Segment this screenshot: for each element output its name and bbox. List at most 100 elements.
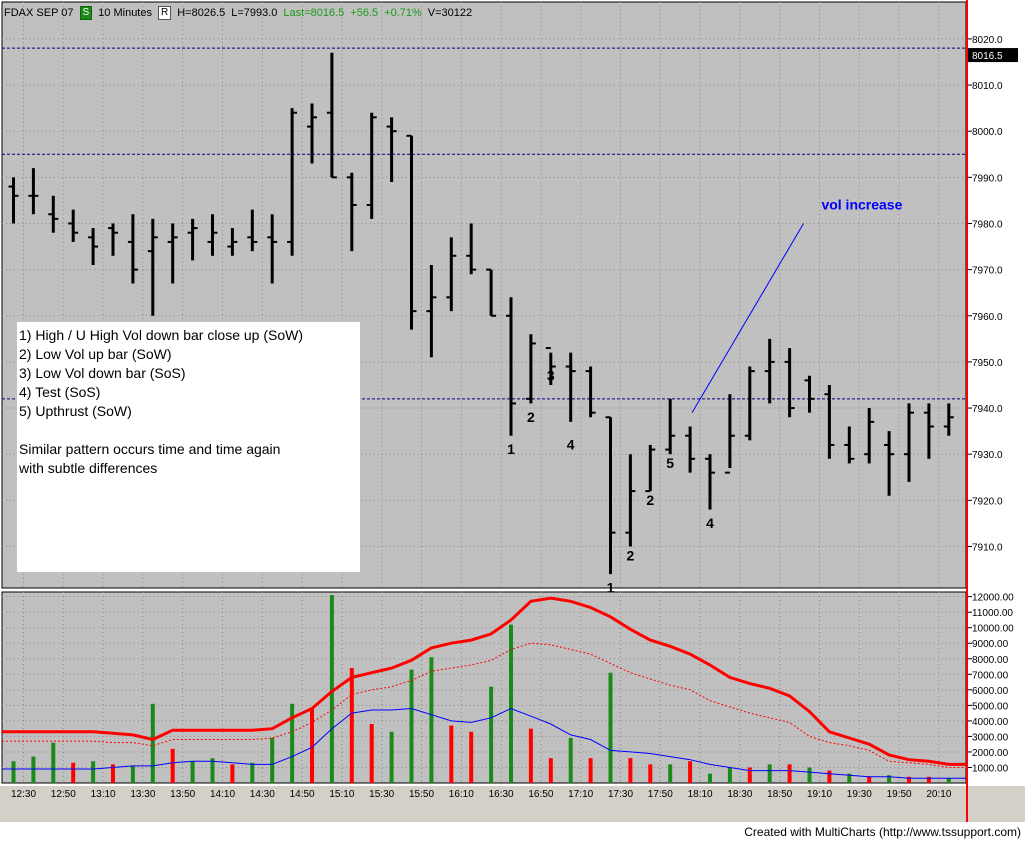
note-line: 3) Low Vol down bar (SoS) (19, 365, 186, 381)
note-line: 1) High / U High Vol down bar close up (… (19, 327, 304, 343)
volume-bar (329, 595, 334, 783)
time-tick-label: 20:10 (926, 789, 951, 800)
time-tick-label: 14:50 (290, 789, 315, 800)
volume-tick-label: 6000.00 (972, 686, 1009, 697)
price-tick-label: 8020.0 (972, 35, 1003, 46)
series-s-button[interactable]: S (79, 6, 93, 20)
volume-bar (847, 773, 852, 783)
pattern-label: 3 (547, 367, 555, 383)
time-tick-label: 18:50 (767, 789, 792, 800)
time-tick-label: 17:10 (568, 789, 593, 800)
volume-bar (708, 773, 712, 783)
volume-bar (648, 764, 653, 783)
volume-bar (449, 725, 454, 783)
volume-bar (349, 668, 354, 783)
volume-bar (747, 767, 752, 783)
volume-bar (807, 767, 812, 783)
volume-bar (727, 767, 732, 783)
volume-tick-label: 2000.00 (972, 748, 1009, 759)
volume-bar (528, 728, 533, 783)
volume-bar (668, 764, 673, 783)
volume-tick-label: 1000.00 (972, 763, 1009, 774)
symbol-label: FDAX SEP 07 (4, 7, 74, 19)
chart-header: FDAX SEP 07 S 10 Minutes R H=8026.5 L=79… (4, 5, 472, 21)
note-line: 4) Test (SoS) (19, 384, 101, 400)
volume-readout: V=30122 (427, 7, 473, 19)
note-line: 2) Low Vol up bar (SoW) (19, 346, 172, 362)
time-tick-label: 19:10 (807, 789, 832, 800)
time-tick-label: 18:10 (688, 789, 713, 800)
volume-bar (310, 708, 314, 783)
volume-bar (787, 764, 792, 783)
change-readout: +56.5 (350, 7, 379, 19)
volume-tick-label: 9000.00 (972, 639, 1009, 650)
time-tick-label: 14:30 (250, 789, 275, 800)
volume-panel (1, 591, 967, 784)
volume-bar (290, 703, 295, 783)
volume-bar (130, 765, 135, 783)
price-tick-label: 7960.0 (972, 312, 1003, 323)
volume-bar (568, 737, 573, 783)
time-tick-label: 12:50 (51, 789, 76, 800)
volume-bar (548, 758, 553, 783)
price-tick-label: 7910.0 (972, 542, 1003, 553)
volume-bar (926, 776, 931, 783)
volume-bar (867, 776, 872, 783)
price-tick-label: 8000.0 (972, 127, 1003, 138)
volume-tick-label: 5000.00 (972, 701, 1009, 712)
notes-box: 1) High / U High Vol down bar close up (… (17, 322, 360, 572)
right-red-divider (966, 0, 968, 822)
volume-tick-label: 7000.00 (972, 670, 1009, 681)
time-tick-label: 16:50 (528, 789, 553, 800)
last-price-badge (968, 48, 1018, 63)
time-tick-label: 13:10 (91, 789, 116, 800)
volume-bar (150, 703, 155, 783)
price-tick-label: 7930.0 (972, 450, 1003, 461)
time-tick-label: 15:30 (369, 789, 394, 800)
time-tick-label: 13:50 (170, 789, 195, 800)
note-line: Similar pattern occurs time and time aga… (19, 441, 281, 457)
volume-tick-label: 4000.00 (972, 717, 1009, 728)
time-tick-label: 12:30 (11, 789, 36, 800)
volume-bar (210, 758, 215, 783)
volume-bar (628, 758, 633, 783)
volume-bar (270, 737, 275, 783)
pattern-label: 2 (646, 492, 654, 508)
pattern-label: 5 (666, 455, 674, 471)
time-tick-label: 17:30 (608, 789, 633, 800)
volume-bar (11, 761, 16, 783)
time-tick-label: 15:50 (409, 789, 434, 800)
price-tick-label: 7980.0 (972, 219, 1003, 230)
volume-bar (389, 731, 394, 783)
time-tick-label: 16:10 (449, 789, 474, 800)
volume-bar (767, 764, 772, 783)
volume-bar (369, 723, 374, 783)
time-tick-label: 15:10 (329, 789, 354, 800)
volume-tick-label: 12000.00 (972, 593, 1014, 604)
time-tick-label: 13:30 (130, 789, 155, 800)
last-readout: Last=8016.5 (283, 7, 345, 19)
time-tick-label: 19:50 (887, 789, 912, 800)
volume-bar (409, 669, 414, 783)
price-tick-label: 7940.0 (972, 404, 1003, 415)
volume-tick-label: 3000.00 (972, 732, 1009, 743)
interval-label[interactable]: 10 Minutes (98, 7, 152, 19)
annotation-arrow (691, 223, 804, 413)
footer-credit: Created with MultiCharts (http://www.tss… (744, 825, 1021, 839)
series-r-button[interactable]: R (157, 6, 172, 20)
last-price-label: 8016.5 (972, 51, 1003, 62)
volume-bar (489, 686, 494, 783)
volume-tick-label: 11000.00 (972, 608, 1013, 619)
price-tick-label: 7950.0 (972, 358, 1003, 369)
time-tick-label: 18:30 (727, 789, 752, 800)
pattern-label: 2 (627, 547, 635, 563)
volume-bar (31, 756, 36, 783)
volume-bar (509, 624, 513, 783)
pattern-label: 4 (706, 515, 714, 531)
time-tick-label: 17:50 (648, 789, 673, 800)
volume-bar (170, 748, 175, 783)
volume-bar (827, 770, 832, 783)
volume-bar (608, 672, 613, 783)
annotation-label: vol increase (821, 197, 902, 213)
volume-average-line (2, 596, 966, 766)
